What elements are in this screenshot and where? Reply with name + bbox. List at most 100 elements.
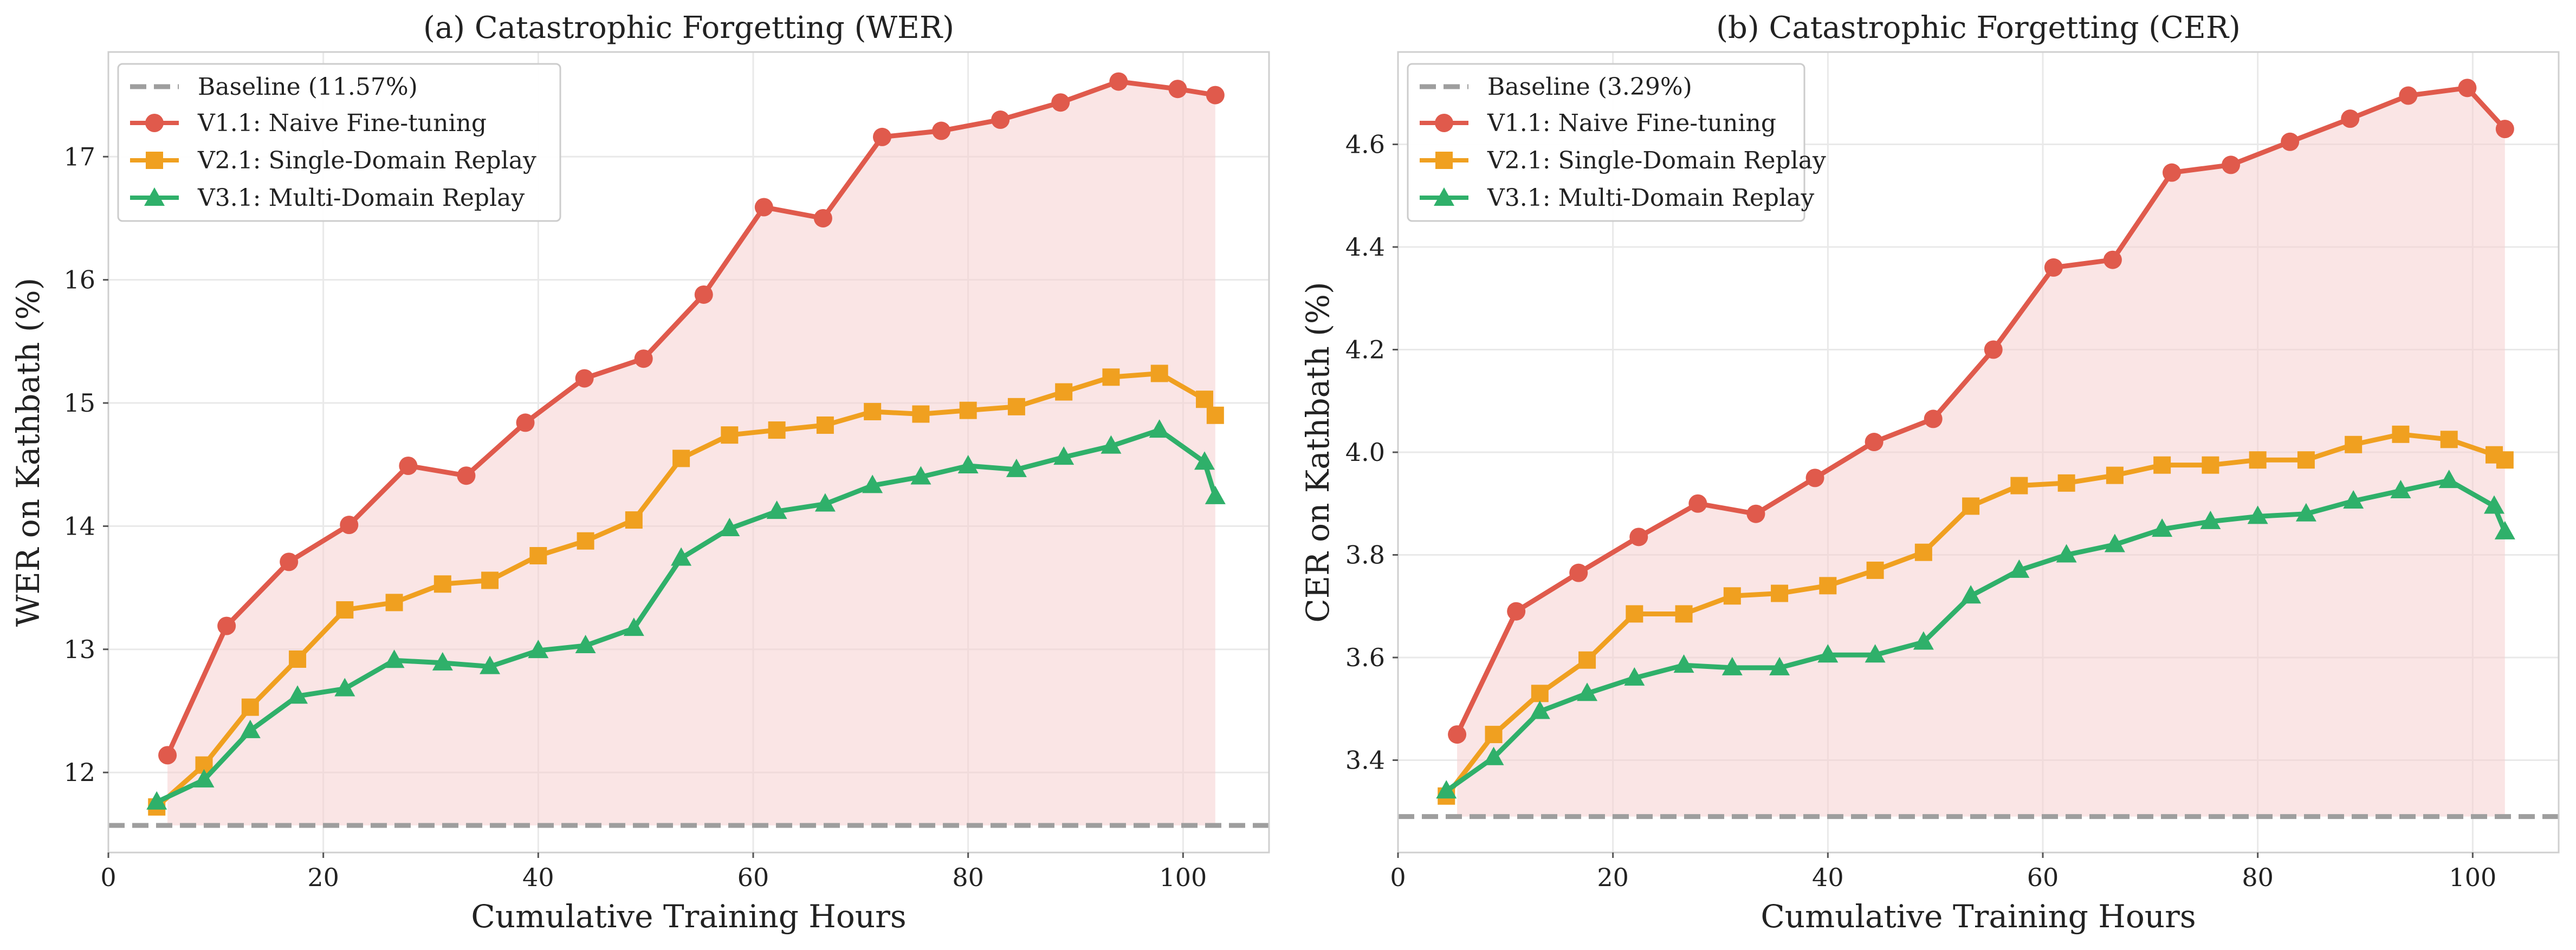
legend-v31-marker	[1434, 187, 1454, 206]
data-point-v31-cer	[1817, 644, 1839, 663]
data-point-v31-wer	[575, 634, 596, 653]
legend-v21-label: V2.1: Single-Domain Replay	[197, 147, 536, 174]
data-point-v11-wer	[813, 209, 832, 227]
data-point-v11-cer	[2341, 109, 2360, 128]
data-point-v31-cer	[1529, 700, 1550, 719]
data-point-v31-cer	[1624, 667, 1645, 686]
data-point-v31-wer	[1006, 458, 1027, 477]
data-point-v11-wer	[1051, 93, 1070, 112]
legend-baseline-label: Baseline (11.57%)	[198, 73, 418, 101]
data-point-v21-wer	[625, 511, 643, 529]
data-point-v31-cer	[1913, 631, 1934, 650]
x-tick-label-wer: 60	[737, 863, 769, 892]
data-point-v21-wer	[1055, 383, 1073, 401]
data-point-v31-wer	[1149, 419, 1170, 438]
series-wer	[146, 72, 1226, 816]
data-point-v21-cer	[2010, 477, 2028, 494]
data-point-v11-cer	[2281, 132, 2300, 151]
data-point-v31-wer	[528, 640, 549, 659]
data-point-v11-wer	[340, 516, 359, 535]
y-tick-label-cer: 3.6	[1345, 643, 1385, 672]
data-point-v31-cer	[1673, 654, 1694, 673]
data-point-v31-cer	[2009, 559, 2030, 578]
data-point-v21-cer	[2345, 435, 2363, 453]
y-tick-label-wer: 16	[63, 265, 95, 295]
legend-wer: Baseline (11.57%) V1.1: Naive Fine-tunin…	[117, 63, 561, 222]
data-point-v21-wer	[433, 575, 451, 593]
data-point-v31-wer	[910, 466, 931, 485]
data-point-v21-cer	[2392, 425, 2410, 443]
data-point-v21-cer	[2297, 451, 2315, 469]
data-point-v21-cer	[1531, 685, 1549, 702]
x-tick-label-wer: 20	[307, 863, 339, 892]
data-point-v21-wer	[912, 405, 930, 423]
data-point-v21-wer	[1196, 391, 1213, 408]
plot-frame-wer	[107, 51, 1270, 854]
chart-title-wer: (a) Catastrophic Forgetting (WER)	[423, 10, 954, 45]
data-point-v11-cer	[1865, 433, 1884, 452]
data-point-v11-wer	[1206, 86, 1225, 105]
data-point-v31-wer	[287, 685, 308, 704]
y-tick-label-wer: 17	[63, 142, 95, 171]
data-point-v21-cer	[2106, 466, 2124, 484]
data-point-v31-cer	[2484, 495, 2504, 514]
data-point-v11-cer	[1569, 563, 1588, 582]
fill-area-cer	[1457, 88, 2505, 817]
data-point-v31-wer	[193, 769, 215, 788]
y-tick-label-cer: 4.2	[1345, 335, 1385, 365]
data-point-v11-wer	[1168, 80, 1187, 99]
data-point-v11-wer	[634, 349, 653, 368]
data-point-v11-wer	[754, 198, 773, 217]
x-tick-label-wer: 40	[522, 863, 554, 892]
data-point-v11-cer	[2044, 258, 2063, 277]
legend-v11-label: V1.1: Naive Fine-tuning	[197, 109, 487, 137]
y-axis-label-wer: WER on Kathbath (%)	[10, 278, 47, 627]
data-point-v31-cer	[1721, 656, 1743, 675]
data-point-v11-cer	[2103, 250, 2122, 269]
data-point-v21-cer	[1485, 726, 1503, 744]
data-point-v31-wer	[146, 791, 167, 810]
data-point-v31-wer	[1194, 451, 1215, 470]
legend-v21-marker	[1435, 152, 1453, 169]
data-point-v21-cer	[1723, 587, 1741, 605]
legend-cer: Baseline (3.29%) V1.1: Naive Fine-tuning…	[1407, 63, 1826, 222]
data-point-v21-wer	[816, 416, 834, 434]
series-line-v31-wer	[154, 427, 1218, 805]
x-tick-label-cer: 60	[2027, 863, 2059, 892]
data-point-v21-cer	[1819, 577, 1837, 595]
data-point-v21-cer	[2202, 456, 2219, 474]
x-tick-label-wer: 80	[952, 863, 984, 892]
panel-cer: 0 20 40 60 80 100 3.4 3.6 3.8 4.0 4.2 4.4 4.6 (b) Ca…	[1299, 10, 2560, 935]
data-point-v11-wer	[1109, 72, 1128, 91]
data-point-v21-wer	[241, 698, 259, 716]
data-point-v21-cer	[1626, 605, 1643, 623]
legend-v11-marker	[1435, 114, 1453, 132]
data-point-v31-wer	[862, 474, 883, 493]
panel-wer: 0 20 40 60 80 100 12 13 14 15 16 17 (a) Catastrophi…	[10, 10, 1270, 935]
data-point-v31-wer	[766, 500, 787, 519]
forgetting-area-cer	[1457, 88, 2505, 817]
data-point-v11-cer	[2222, 155, 2241, 174]
x-tick-label-cer: 20	[1597, 863, 1629, 892]
data-point-v21-cer	[1962, 497, 1980, 515]
data-point-v21-cer	[2057, 474, 2075, 492]
data-point-v21-wer	[768, 421, 786, 439]
data-point-v31-cer	[1769, 656, 1790, 675]
data-point-v11-wer	[399, 457, 418, 476]
data-point-v11-wer	[932, 121, 951, 140]
legend-v31-marker	[144, 187, 165, 206]
data-point-v21-wer	[672, 450, 690, 467]
x-axis-label-wer: Cumulative Training Hours	[471, 898, 906, 935]
data-point-v11-cer	[1805, 469, 1824, 487]
data-point-v31-cer	[2390, 480, 2411, 499]
y-tick-label-cer: 4.0	[1345, 438, 1385, 467]
data-point-v31-wer	[671, 547, 692, 566]
data-point-v31-cer	[2438, 470, 2460, 489]
data-point-v21-wer	[577, 532, 594, 550]
data-point-v31-wer	[623, 617, 644, 636]
data-point-v21-wer	[864, 402, 882, 420]
data-point-v11-wer	[158, 746, 177, 765]
x-tick-label-wer: 100	[1159, 863, 1207, 892]
data-point-v11-wer	[457, 466, 476, 485]
